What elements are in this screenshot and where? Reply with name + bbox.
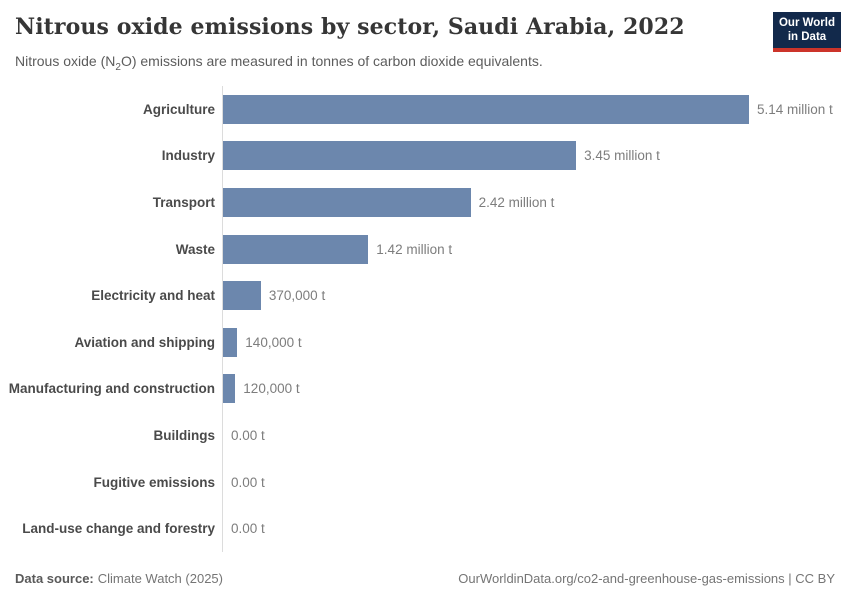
value-label: 3.45 million t (584, 148, 660, 164)
chart-subtitle: Nitrous oxide (N2O) emissions are measur… (15, 53, 755, 73)
chart-row-waste: Waste 1.42 million t (0, 226, 850, 273)
chart-row-manufacturing-and-construction: Manufacturing and construction 120,000 t (0, 366, 850, 413)
bar-track: 3.45 million t (222, 133, 850, 180)
data-source: Data source: Climate Watch (2025) (15, 571, 223, 586)
chart-row-electricity-and-heat: Electricity and heat 370,000 t (0, 272, 850, 319)
value-label: 5.14 million t (757, 101, 833, 117)
chart-row-buildings: Buildings 0.00 t (0, 412, 850, 459)
chart-footer: Data source: Climate Watch (2025) OurWorl… (15, 571, 835, 586)
bar-manufacturing-and-construction[interactable] (223, 374, 236, 404)
category-label: Waste (175, 241, 215, 257)
chart-rows: Agriculture 5.14 million t Industry 3.45… (0, 86, 850, 552)
bar-track: 0.00 t (222, 459, 850, 506)
owid-logo-line2: in Data (787, 31, 827, 44)
owid-logo-line1: Our World (778, 17, 835, 29)
chart-row-transport: Transport 2.42 million t (0, 179, 850, 226)
data-source-value: Climate Watch (2025) (97, 571, 223, 586)
owid-logo[interactable]: Our World in Data (773, 12, 841, 52)
page-title: Nitrous oxide emissions by sector, Saudi… (15, 14, 685, 40)
chart-row-land-use-change-and-forestry: Land-use change and forestry 0.00 t (0, 505, 850, 552)
axis-line (222, 86, 223, 552)
value-label: 2.42 million t (478, 194, 555, 210)
bar-electricity-and-heat[interactable] (223, 281, 261, 311)
subtitle-text-post: O) emissions are measured in tonnes of c… (120, 53, 543, 69)
chart-row-agriculture: Agriculture 5.14 million t (0, 86, 850, 133)
subtitle-subscript: 2 (115, 61, 121, 73)
value-label: 0.00 t (231, 474, 265, 490)
data-source-label: Data source: (15, 571, 94, 586)
license-url: OurWorldinData.org/co2-and-greenhouse-ga… (458, 571, 835, 586)
category-label: Electricity and heat (91, 288, 215, 304)
bar-transport[interactable] (223, 187, 471, 217)
chart-row-industry: Industry 3.45 million t (0, 133, 850, 180)
category-label: Transport (152, 194, 215, 210)
category-label: Fugitive emissions (93, 474, 215, 490)
category-label: Manufacturing and construction (8, 381, 215, 397)
category-label: Land-use change and forestry (22, 521, 215, 537)
bar-track: 140,000 t (222, 319, 850, 366)
subtitle-text-pre: Nitrous oxide (N (15, 53, 116, 69)
bar-track: 2.42 million t (222, 179, 850, 226)
category-label: Industry (161, 148, 215, 164)
bar-industry[interactable] (223, 141, 577, 171)
bar-agriculture[interactable] (223, 94, 749, 124)
bar-waste[interactable] (223, 234, 369, 264)
bar-aviation-and-shipping[interactable] (223, 327, 238, 357)
category-label: Buildings (153, 427, 216, 443)
bar-track: 370,000 t (222, 272, 850, 319)
value-label: 120,000 t (243, 381, 300, 397)
bar-track: 1.42 million t (222, 226, 850, 273)
bar-track: 0.00 t (222, 505, 850, 552)
chart-row-fugitive-emissions: Fugitive emissions 0.00 t (0, 459, 850, 506)
value-label: 0.00 t (231, 427, 265, 443)
category-label: Agriculture (142, 101, 215, 117)
bar-chart: Agriculture 5.14 million t Industry 3.45… (0, 86, 850, 552)
value-label: 1.42 million t (376, 241, 453, 257)
value-label: 140,000 t (245, 334, 302, 350)
category-label: Aviation and shipping (74, 334, 216, 350)
chart-row-aviation-and-shipping: Aviation and shipping 140,000 t (0, 319, 850, 366)
value-label: 370,000 t (268, 288, 326, 304)
bar-track: 5.14 million t (222, 86, 850, 133)
bar-track: 120,000 t (222, 366, 850, 413)
bar-track: 0.00 t (222, 412, 850, 459)
value-label: 0.00 t (231, 521, 265, 537)
